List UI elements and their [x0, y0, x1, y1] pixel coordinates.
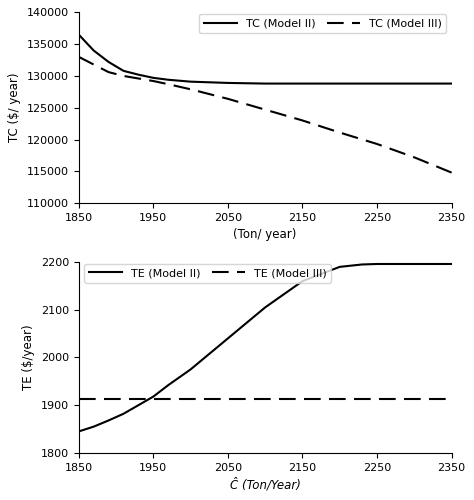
TE (Model II) — [337, 264, 343, 270]
TE (Model II) — [150, 394, 156, 400]
TC (Model II) — [411, 80, 417, 86]
TC (Model II) — [136, 72, 141, 78]
TC (Model III) — [225, 96, 231, 102]
TC (Model II) — [165, 77, 171, 83]
TE (Model II) — [76, 428, 82, 434]
Line: TC (Model II): TC (Model II) — [79, 34, 452, 84]
TC (Model II) — [374, 80, 380, 86]
TC (Model III) — [188, 86, 193, 92]
X-axis label: Ĉ (Ton/Year): Ĉ (Ton/Year) — [230, 478, 301, 492]
TE (Model II) — [359, 262, 365, 268]
TE (Model II) — [136, 402, 141, 408]
TE (Model II) — [262, 304, 268, 310]
Y-axis label: TE ($/year): TE ($/year) — [22, 324, 35, 390]
Line: TE (Model II): TE (Model II) — [79, 264, 452, 432]
TC (Model II) — [225, 80, 231, 86]
TC (Model III) — [150, 78, 156, 84]
TC (Model III) — [411, 154, 417, 160]
Y-axis label: TC ($/ year): TC ($/ year) — [9, 73, 21, 142]
TC (Model II) — [106, 59, 111, 65]
TE (Model II) — [121, 411, 127, 417]
TC (Model II) — [188, 78, 193, 84]
TC (Model III) — [374, 141, 380, 147]
TC (Model II) — [449, 80, 455, 86]
TC (Model III) — [136, 76, 141, 82]
TE (Model II) — [449, 261, 455, 267]
TC (Model II) — [150, 75, 156, 81]
TC (Model II) — [76, 32, 82, 38]
TE (Model II) — [91, 424, 97, 430]
TC (Model II) — [121, 68, 127, 74]
TE (Model II) — [374, 261, 380, 267]
TE (Model II) — [411, 261, 417, 267]
TE (Model II) — [188, 366, 193, 372]
TC (Model II) — [300, 80, 305, 86]
TC (Model III) — [106, 69, 111, 75]
Legend: TE (Model II), TE (Model III): TE (Model II), TE (Model III) — [84, 264, 331, 282]
TC (Model III) — [337, 130, 343, 136]
TC (Model II) — [91, 48, 97, 54]
TC (Model III) — [165, 81, 171, 87]
TC (Model III) — [449, 170, 455, 175]
TE (Model II) — [225, 336, 231, 342]
Line: TC (Model III): TC (Model III) — [79, 57, 452, 172]
TC (Model II) — [262, 80, 268, 86]
TE (Model II) — [106, 418, 111, 424]
TC (Model III) — [121, 73, 127, 79]
TE (Model II) — [300, 278, 305, 284]
TC (Model III) — [76, 54, 82, 60]
TE (Model II) — [165, 382, 171, 388]
X-axis label: (Ton/ year): (Ton/ year) — [234, 228, 297, 241]
TC (Model III) — [300, 118, 305, 124]
TC (Model II) — [337, 80, 343, 86]
TC (Model III) — [262, 106, 268, 112]
Legend: TC (Model II), TC (Model III): TC (Model II), TC (Model III) — [199, 14, 446, 33]
TC (Model III) — [91, 62, 97, 68]
